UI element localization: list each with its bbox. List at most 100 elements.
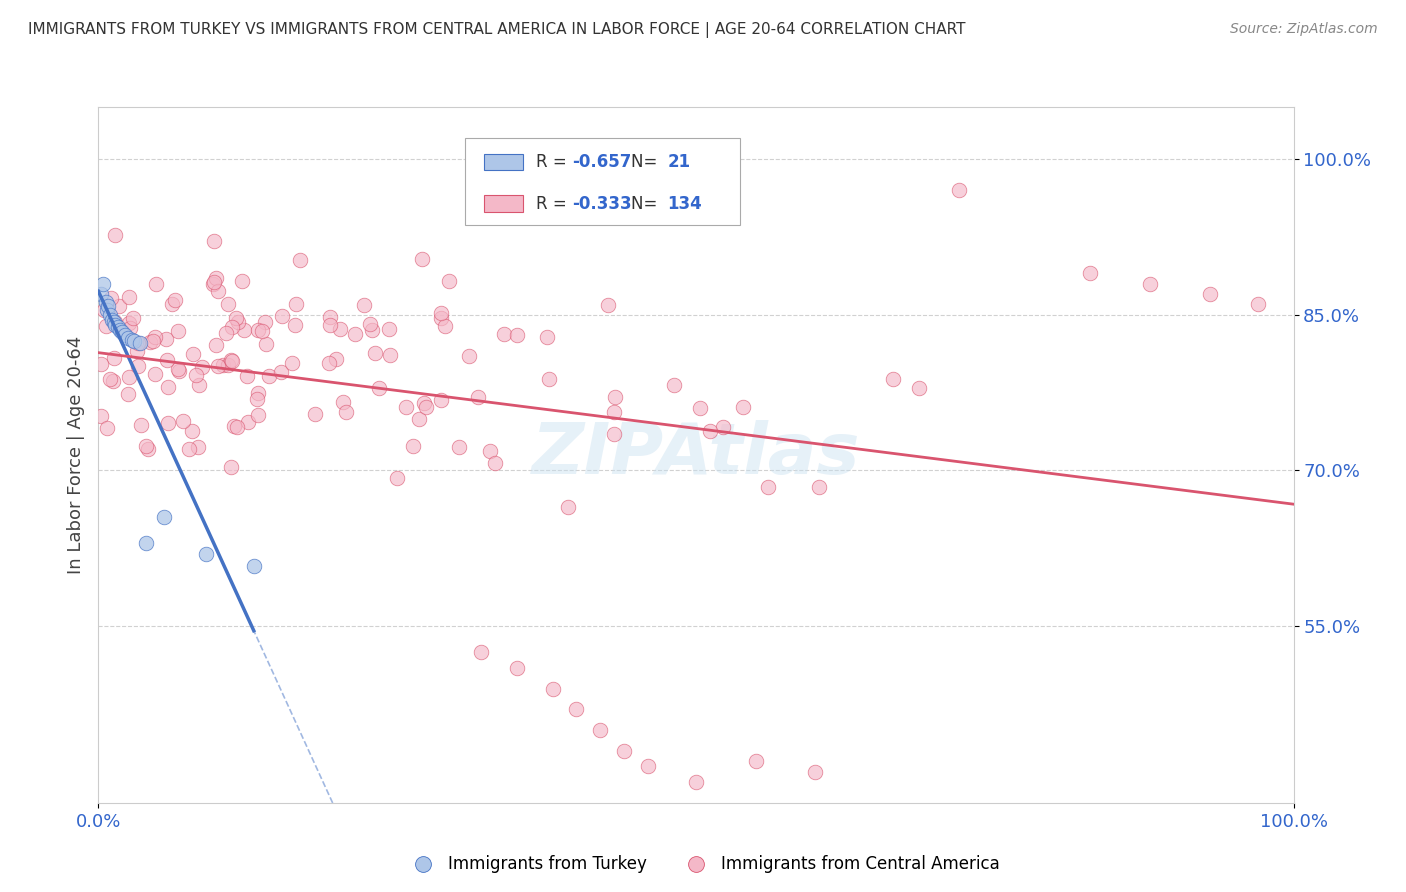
Point [211,358,233,372]
Point [127,343,149,358]
Point [94,318,117,333]
Text: ZIPAtlas: ZIPAtlas [531,420,860,490]
Point [804,764,827,779]
Point [541,681,564,696]
Point [270,365,292,379]
Point [318,355,340,369]
Point [367,381,389,395]
Point [96,421,118,435]
Point [118,316,141,330]
Point [603,427,626,442]
Point [167,324,190,338]
Point [236,415,259,429]
Point [284,318,307,332]
Point [190,360,212,375]
Point [187,440,209,454]
Text: R =: R = [536,153,572,171]
FancyBboxPatch shape [485,153,523,170]
Point [100,291,122,305]
Point [221,353,243,368]
Point [685,775,707,789]
Point [124,334,146,348]
Point [353,298,375,312]
Point [120,321,142,335]
Point [177,442,200,457]
Point [186,368,208,382]
Point [253,315,276,329]
Point [478,443,501,458]
FancyBboxPatch shape [465,138,740,226]
Point [127,336,149,351]
Point [689,401,711,416]
Point [143,367,166,381]
Point [136,442,159,456]
Point [745,754,768,768]
Point [155,332,177,346]
Point [408,412,430,426]
Point [756,480,779,494]
Point [225,310,247,325]
Point [97,300,120,314]
Point [217,297,239,311]
Point [402,440,425,454]
Point [537,371,560,385]
Point [447,440,470,454]
Point [143,330,166,344]
Point [221,320,243,334]
Point [288,252,311,267]
Point [329,321,352,335]
Point [246,408,269,422]
Point [948,183,970,197]
Point [325,352,347,367]
Point [589,723,612,738]
Point [202,277,225,292]
Point [467,390,489,404]
Point [91,277,114,291]
Point [117,387,139,401]
Point [107,320,129,334]
Point [160,297,183,311]
Point [219,353,242,368]
Point [187,378,209,392]
Point [236,369,259,384]
Point [101,374,124,388]
Point [1139,277,1161,291]
Point [103,351,125,365]
Text: -0.657: -0.657 [572,153,631,171]
Point [395,400,418,414]
Point [100,313,122,327]
Point [434,319,457,334]
Point [882,372,904,386]
Point [129,335,152,350]
Point [664,378,686,392]
Point [243,559,266,574]
Point [121,333,143,347]
Point [183,347,205,361]
Point [202,275,225,289]
Point [637,759,659,773]
Point [135,536,157,550]
Point [135,439,157,453]
Point [413,396,436,410]
Point [153,510,176,524]
Point [711,420,734,434]
Point [142,334,165,348]
Point [304,408,326,422]
Point [613,744,636,758]
Point [808,480,831,494]
Point [280,356,302,370]
Point [108,323,131,337]
Point [204,338,226,352]
Point [121,311,143,326]
Point [207,285,229,299]
Point [247,386,270,401]
Text: 21: 21 [668,153,690,171]
Point [378,321,401,335]
Point [364,346,387,360]
Point [215,326,238,340]
Point [231,274,253,288]
Point [603,405,626,419]
Point [605,390,627,404]
Point [129,418,152,433]
Point [360,323,382,337]
